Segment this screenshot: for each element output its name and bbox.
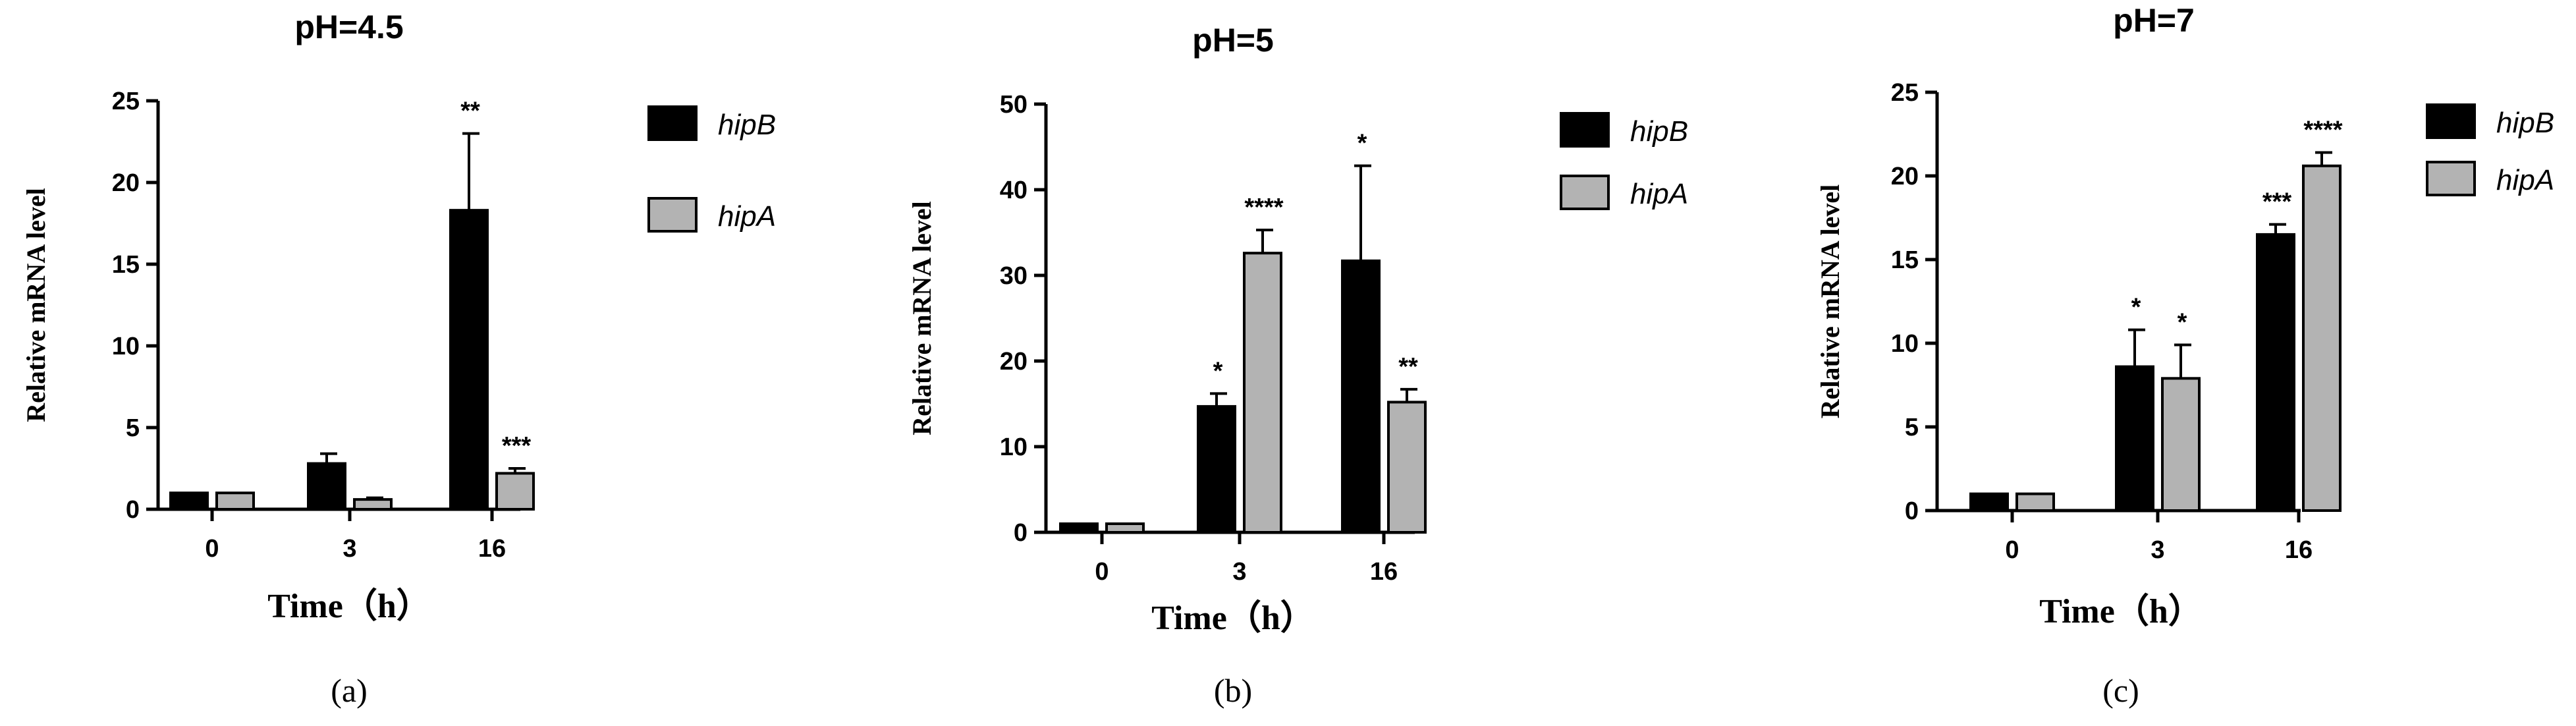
significance-label: **** [2303,116,2342,144]
x-axis-label: Time（h） [1151,599,1315,637]
bar-hipB [449,209,489,511]
significance-label: * [1213,357,1223,385]
bar-hipA [1105,522,1145,534]
x-axis-label: Time（h） [2039,592,2203,630]
legend-swatch-hipA [647,197,698,233]
chart-title: pH=7 [2113,2,2195,39]
y-axis-label: Relative mRNA level [21,188,51,422]
x-tick-label: 16 [478,535,506,563]
bar-hipB [2115,365,2154,512]
legend-label: hipA [2496,164,2554,196]
significance-label: * [1357,130,1367,157]
x-tick-label: 3 [1232,558,1246,586]
y-tick-label: 5 [126,414,140,442]
y-tick-label: 10 [1000,433,1028,461]
y-tick-label: 25 [112,88,140,115]
legend-label: hipA [718,200,776,233]
x-tick-label: 3 [343,535,356,563]
y-tick-label: 10 [1891,330,1919,358]
panel-caption: (a) [331,672,368,709]
significance-label: ** [460,98,480,125]
y-tick-label: 20 [1000,348,1028,376]
legend-label: hipB [718,109,776,141]
x-tick-label: 0 [2005,536,2019,564]
bar-hipA [2161,377,2201,513]
x-tick-label: 0 [1095,558,1109,586]
y-tick-label: 20 [112,169,140,197]
significance-label: *** [502,432,532,460]
bar-hipB [1969,492,2009,512]
legend-swatch-hipB [2426,103,2476,139]
significance-label: **** [1244,194,1283,221]
y-tick-label: 20 [1891,163,1919,190]
y-tick-label: 5 [1905,414,1919,441]
x-tick-label: 0 [205,535,219,563]
legend-swatch-hipB [647,105,698,141]
bar-hipA [215,491,255,511]
y-tick-label: 50 [1000,91,1028,119]
bar-hipB [1197,405,1236,534]
chart-title: pH=5 [1192,22,1274,59]
legend-label: hipB [1630,115,1688,148]
bar-hipB [1059,522,1099,534]
bar-hipA [1243,252,1282,534]
y-tick-label: 0 [1905,497,1919,525]
legend-swatch-hipB [1560,112,1610,148]
significance-label: *** [2262,188,2292,216]
y-tick-label: 0 [126,496,140,524]
y-axis-label: Relative mRNA level [1815,184,1845,418]
chart-title: pH=4.5 [294,9,403,45]
y-tick-label: 0 [1014,519,1028,547]
bar-hipB [307,462,346,511]
bar-hipA [353,498,393,511]
y-tick-label: 25 [1891,79,1919,107]
y-tick-label: 30 [1000,262,1028,290]
bar-hipB [1341,259,1381,534]
y-tick-label: 10 [112,333,140,360]
bar-hipA [2015,492,2055,512]
significance-label: * [2131,294,2141,321]
x-tick-label: 16 [1370,558,1398,586]
legend-label: hipA [1630,178,1688,210]
x-tick-label: 3 [2151,536,2164,564]
legend-swatch-hipA [2426,161,2476,196]
panel-caption: (b) [1214,672,1252,709]
y-axis-label: Relative mRNA level [907,201,937,435]
bar-hipB [169,491,209,511]
bar-hipB [2256,233,2295,512]
significance-label: * [2178,309,2187,337]
legend-swatch-hipA [1560,175,1610,210]
bar-hipA [2302,164,2342,512]
panel-caption: (c) [2102,672,2139,709]
y-tick-label: 40 [1000,177,1028,204]
x-tick-label: 16 [2285,536,2313,564]
y-tick-label: 15 [1891,246,1919,274]
legend-label: hipB [2496,107,2554,139]
y-tick-label: 15 [112,251,140,279]
significance-label: ** [1398,353,1418,381]
bar-hipA [1387,401,1427,534]
x-axis-label: Time（h） [267,587,431,625]
bar-hipA [495,472,535,511]
